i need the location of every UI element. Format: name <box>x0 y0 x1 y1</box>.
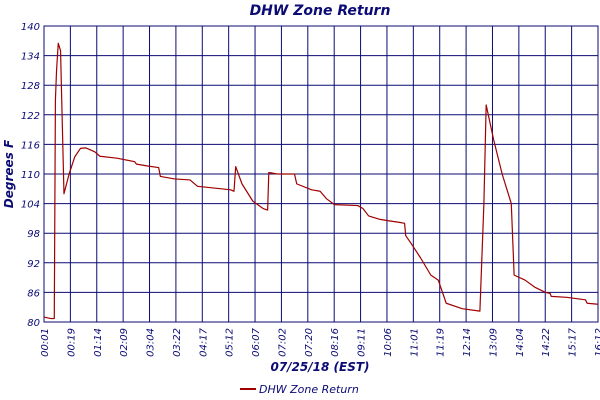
x-tick-label: 05:12 <box>225 328 236 357</box>
x-axis-ticks: 00:01 00:19 01:14 02:09 03:04 03:22 04:17 05:12… <box>40 327 600 356</box>
x-tick-label: 04:17 <box>198 327 209 356</box>
y-tick-label: 140 <box>21 22 40 33</box>
x-tick-label: 16:12 <box>594 328 600 357</box>
x-tick-label: 11:01 <box>409 328 420 357</box>
y-tick-label: 104 <box>21 200 40 211</box>
y-tick-label: 128 <box>21 81 40 92</box>
grid-lines <box>44 26 598 322</box>
y-tick-label: 86 <box>27 288 40 299</box>
x-tick-label: 15:17 <box>568 327 579 356</box>
y-tick-label: 134 <box>21 52 40 63</box>
x-tick-label: 01:14 <box>93 328 104 357</box>
x-tick-label: 07:20 <box>304 328 315 357</box>
x-tick-label: 03:04 <box>146 328 157 357</box>
y-axis-label: Degrees F <box>2 139 16 208</box>
y-tick-label: 98 <box>27 229 40 240</box>
legend-label: DHW Zone Return <box>259 383 359 396</box>
x-axis-label: 07/25/18 (EST) <box>270 360 369 374</box>
x-tick-label: 00:19 <box>66 328 77 357</box>
series-group <box>43 42 599 320</box>
chart-title: DHW Zone Return <box>250 3 391 19</box>
x-tick-label: 14:22 <box>541 328 552 357</box>
legend: DHW Zone Return <box>240 383 359 396</box>
x-tick-label: 08:16 <box>330 328 341 357</box>
y-tick-label: 116 <box>21 140 40 151</box>
x-tick-label: 12:14 <box>462 328 473 357</box>
y-tick-label: 80 <box>27 318 40 329</box>
x-tick-label: 07:02 <box>277 328 288 357</box>
x-tick-label: 09:11 <box>357 328 368 357</box>
y-tick-label: 110 <box>21 170 40 181</box>
y-axis-ticks: 140 134 128 122 116 110 104 98 92 86 80 <box>21 22 40 329</box>
x-tick-label: 02:09 <box>119 328 130 357</box>
series-line <box>43 42 599 320</box>
x-tick-label: 00:01 <box>40 328 51 357</box>
plot-frame <box>43 25 599 323</box>
x-tick-label: 13:09 <box>488 328 499 357</box>
y-tick-label: 122 <box>21 111 40 122</box>
x-tick-label: 03:22 <box>172 328 183 357</box>
x-tick-label: 06:07 <box>251 327 262 356</box>
x-tick-label: 10:06 <box>383 328 394 357</box>
y-tick-label: 92 <box>27 259 40 270</box>
x-tick-label: 14:04 <box>515 328 526 357</box>
x-tick-label: 11:19 <box>436 328 447 357</box>
